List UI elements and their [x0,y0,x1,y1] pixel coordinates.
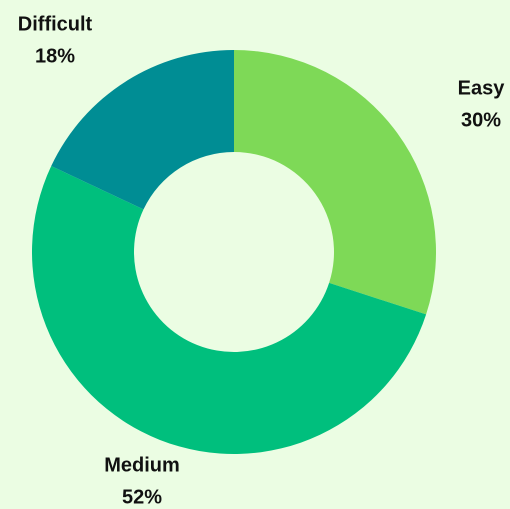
slice [51,50,235,210]
slice [31,165,427,455]
slice-label: Difficult [18,13,93,35]
slice-label: Easy [458,77,506,99]
slice-value-label: 18% [35,45,75,67]
slice-value-label: 30% [461,109,501,131]
slice-label: Medium [104,454,180,476]
slice [234,50,436,315]
slice-value-label: 52% [122,486,162,508]
